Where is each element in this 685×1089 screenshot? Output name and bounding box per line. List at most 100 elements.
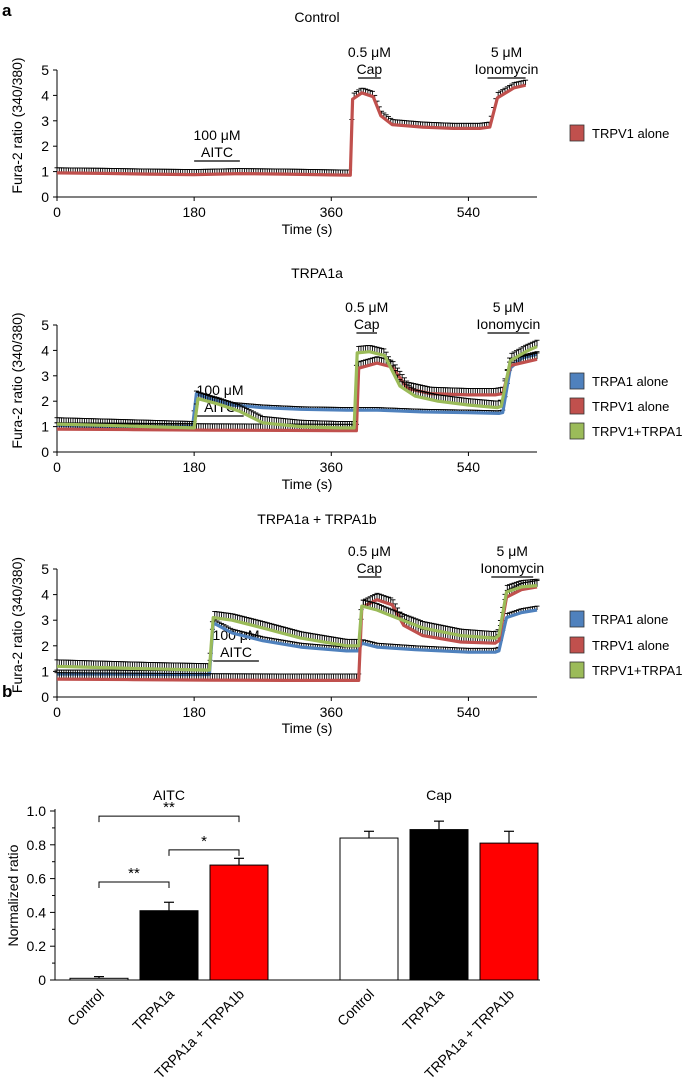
series-trpv1-trpa1 bbox=[54, 339, 540, 430]
category-label: Control bbox=[64, 986, 107, 1029]
y-tick-label: 0.8 bbox=[27, 837, 47, 853]
x-tick-label: 540 bbox=[457, 204, 481, 220]
y-tick-label: 1 bbox=[41, 663, 49, 679]
chart-title: Control bbox=[294, 9, 339, 25]
panel-label-b: b bbox=[2, 682, 12, 701]
x-axis-label: Time (s) bbox=[282, 476, 333, 492]
y-tick-label: 0 bbox=[41, 689, 49, 705]
y-tick-label: 0 bbox=[38, 972, 46, 988]
legend-label-trpv1-alone: TRPV1 alone bbox=[592, 638, 669, 653]
stimulus-concentration-label: 5 μM bbox=[493, 299, 524, 315]
stimulus-concentration-label: 5 μM bbox=[491, 44, 522, 60]
category-label: TRPA1a bbox=[129, 986, 177, 1034]
y-tick-label: 2 bbox=[41, 638, 49, 654]
bar-cap-trpa1a bbox=[409, 829, 469, 981]
x-tick-label: 0 bbox=[53, 704, 61, 720]
y-axis-label: Fura-2 ratio (340/380) bbox=[9, 57, 25, 193]
y-tick-label: 5 bbox=[41, 62, 49, 78]
legend-swatch-trpv1-alone bbox=[569, 124, 585, 142]
chart-title: TRPA1a + TRPA1b bbox=[257, 511, 377, 527]
y-tick-label: 2 bbox=[41, 138, 49, 154]
x-tick-label: 180 bbox=[182, 704, 206, 720]
legend-swatch-trpv1-alone bbox=[569, 397, 585, 415]
stimulus-name-label: Cap bbox=[357, 61, 383, 77]
y-tick-label: 4 bbox=[41, 87, 49, 103]
y-tick-label: 1 bbox=[41, 164, 49, 180]
stimulus-name-label: Ionomycin bbox=[480, 560, 544, 576]
legend-label-trpv1-trpa1: TRPV1+TRPA1 bbox=[592, 663, 682, 678]
x-tick-label: 0 bbox=[53, 459, 61, 475]
x-axis-label: Time (s) bbox=[282, 720, 333, 736]
stimulus-concentration-label: 0.5 μM bbox=[345, 299, 388, 315]
bar-aitc-trpa1a bbox=[139, 910, 199, 981]
x-tick-label: 540 bbox=[457, 459, 481, 475]
series-line-trpv1-trpa1 bbox=[56, 345, 538, 430]
stimulus-name-label: Ionomycin bbox=[475, 61, 539, 77]
series-line-trpv1-alone bbox=[56, 357, 538, 433]
x-tick-label: 180 bbox=[182, 459, 206, 475]
group-title-aitc: AITC bbox=[153, 787, 185, 803]
bar-aitc-control bbox=[69, 977, 129, 981]
legend-label-trpa1-alone: TRPA1 alone bbox=[592, 374, 668, 389]
legend-swatch-trpv1-trpa1 bbox=[569, 661, 585, 679]
group-title-cap: Cap bbox=[426, 787, 452, 803]
stimulus-name-label: AITC bbox=[201, 144, 233, 160]
series-line-trpv1-trpa1 bbox=[56, 584, 538, 672]
series-trpv1-alone bbox=[54, 352, 540, 433]
y-tick-label: 2 bbox=[41, 393, 49, 409]
y-tick-label: 1 bbox=[41, 419, 49, 435]
series-line-trpa1-alone bbox=[56, 352, 538, 429]
panel-label-a: a bbox=[2, 1, 12, 20]
x-tick-label: 360 bbox=[320, 459, 344, 475]
stimulus-concentration-label: 0.5 μM bbox=[348, 44, 391, 60]
significance-bracket bbox=[168, 849, 240, 856]
y-tick-label: 0 bbox=[41, 444, 49, 460]
legend-swatch-trpv1-trpa1 bbox=[569, 422, 585, 440]
panel-control-chart: Control 0 1 2 3 4 5 0 180 360 540 Time (s) Fura-2 ra… bbox=[9, 9, 669, 237]
y-axis-label: Fura-2 ratio (340/380) bbox=[9, 312, 25, 448]
x-tick-label: 360 bbox=[320, 704, 344, 720]
significance-bracket bbox=[98, 881, 170, 888]
panel-trpa1a-chart: TRPA1a 0 1 2 3 4 5 0 180 360 540 Time (s) Fura-2 rat… bbox=[9, 265, 682, 492]
x-tick-label: 360 bbox=[320, 204, 344, 220]
y-tick-label: 1.0 bbox=[27, 803, 47, 819]
y-tick-label: 0.4 bbox=[27, 904, 47, 920]
stimulus-concentration-label: 5 μM bbox=[497, 543, 528, 559]
stimulus-concentration-label: 0.5 μM bbox=[348, 543, 391, 559]
stimulus-concentration-label: 100 μM bbox=[194, 127, 241, 143]
y-tick-label: 0 bbox=[41, 189, 49, 205]
series-trpv1-alone bbox=[54, 79, 529, 177]
y-tick-label: 0.2 bbox=[27, 938, 47, 954]
y-tick-label: 4 bbox=[41, 342, 49, 358]
x-axis-label: Time (s) bbox=[282, 221, 333, 237]
legend-label-trpv1-trpa1: TRPV1+TRPA1 bbox=[592, 424, 682, 439]
series-trpa1-alone bbox=[54, 605, 540, 677]
y-axis-label: Fura-2 ratio (340/380) bbox=[9, 557, 25, 693]
significance-label: * bbox=[201, 833, 207, 850]
series-trpa1-alone bbox=[54, 351, 540, 429]
y-tick-label: 3 bbox=[41, 113, 49, 129]
significance-label: ** bbox=[163, 799, 175, 816]
legend-swatch-trpa1-alone bbox=[569, 610, 585, 628]
x-tick-label: 0 bbox=[53, 204, 61, 220]
stimulus-name-label: AITC bbox=[220, 644, 252, 660]
y-tick-label: 3 bbox=[41, 368, 49, 384]
series-trpv1-trpa1 bbox=[54, 578, 540, 672]
legend-label-trpa1-alone: TRPA1 alone bbox=[592, 612, 668, 627]
stimulus-name-label: Cap bbox=[357, 560, 383, 576]
y-tick-label: 3 bbox=[41, 612, 49, 628]
significance-label: ** bbox=[128, 865, 140, 882]
y-tick-label: 5 bbox=[41, 317, 49, 333]
series-line-trpv1-alone bbox=[56, 83, 526, 177]
legend-label-trpv1-alone: TRPV1 alone bbox=[592, 126, 669, 141]
x-tick-label: 180 bbox=[182, 204, 206, 220]
y-tick-label: 4 bbox=[41, 587, 49, 603]
category-label: Control bbox=[334, 986, 377, 1029]
stimulus-concentration-label: 100 μM bbox=[197, 382, 244, 398]
legend-label-trpv1-alone: TRPV1 alone bbox=[592, 399, 669, 414]
bar-aitc-trpa1a-trpa1b bbox=[209, 864, 269, 981]
chart-title: TRPA1a bbox=[291, 265, 343, 281]
y-axis-label: Normalized ratio bbox=[5, 844, 21, 946]
stimulus-name-label: Cap bbox=[354, 316, 380, 332]
